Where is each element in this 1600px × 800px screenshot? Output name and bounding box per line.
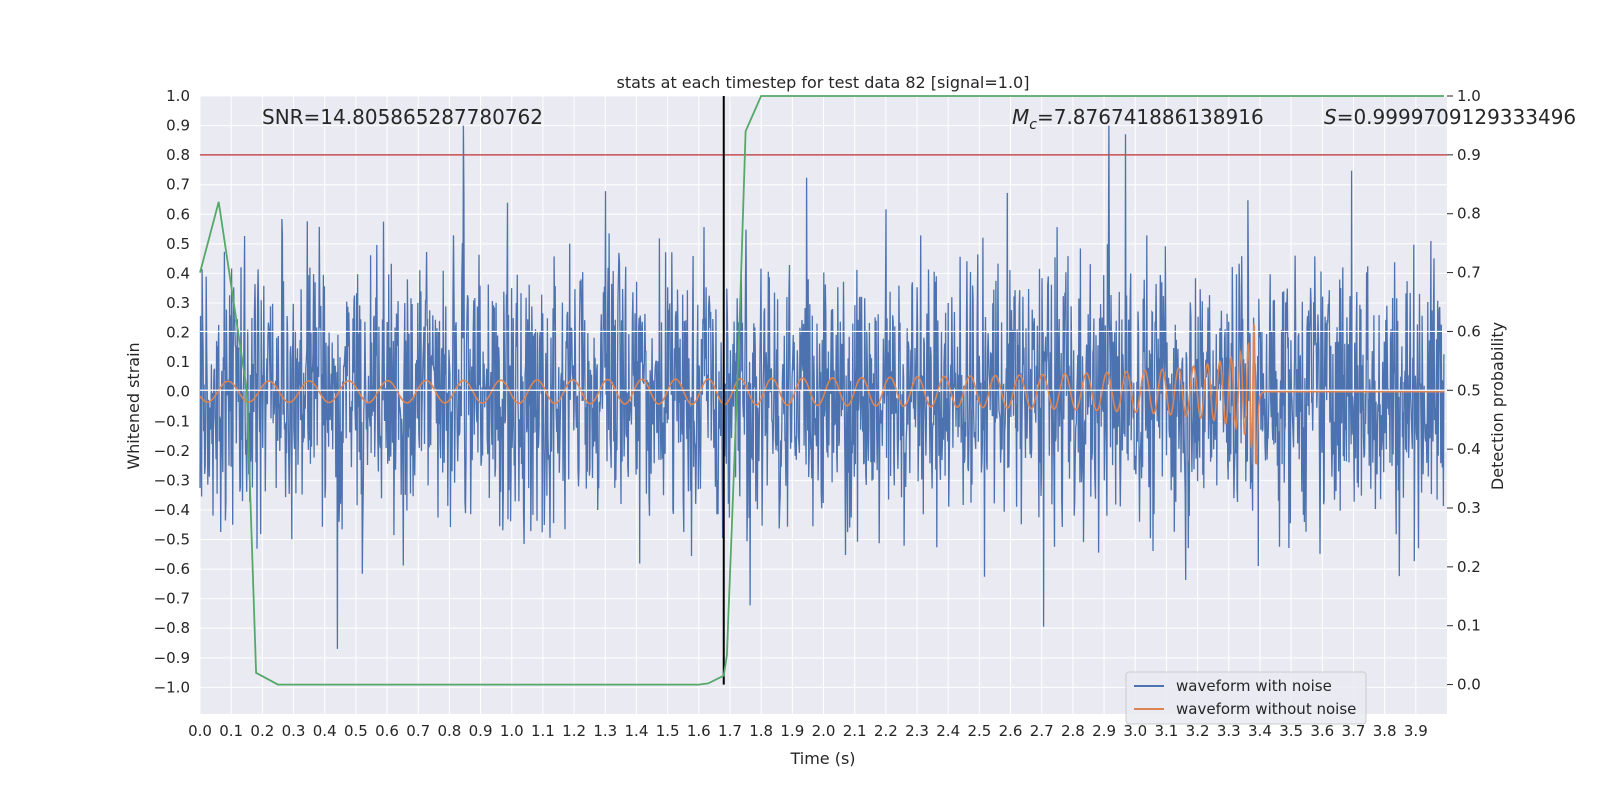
y-tick-label: 0.7	[166, 176, 190, 194]
x-tick-label: 1.8	[749, 722, 773, 740]
y-tick-label: 1.0	[166, 87, 190, 105]
x-tick-label: 1.5	[656, 722, 680, 740]
y-tick-label: 0.3	[166, 294, 190, 312]
y2-tick-label: 0.0	[1457, 676, 1481, 694]
x-tick-label: 3.9	[1404, 722, 1428, 740]
x-tick-label: 3.7	[1342, 722, 1366, 740]
x-tick-label: 3.2	[1186, 722, 1210, 740]
x-tick-label: 1.9	[780, 722, 804, 740]
x-tick-label: 2.6	[999, 722, 1023, 740]
legend-box	[1125, 671, 1367, 725]
y-tick-label: −0.1	[154, 412, 190, 430]
score-value: =0.9999709129333496	[1337, 105, 1576, 129]
legend-label-noisy: waveform with noise	[1176, 677, 1332, 695]
y-tick-label: 0.9	[166, 117, 190, 135]
series-detection-probability-line	[199, 95, 1444, 686]
y2-tick-label: 0.8	[1457, 205, 1481, 223]
y-tick-label: −0.5	[154, 531, 190, 549]
x-tick-label: 2.3	[905, 722, 929, 740]
x-tick-label: 3.0	[1123, 722, 1147, 740]
y2-tick-label: 0.5	[1457, 381, 1481, 399]
x-tick-label: 2.7	[1030, 722, 1054, 740]
y-tick-label: 0.5	[166, 235, 190, 253]
series-clean-line	[199, 323, 1444, 465]
x-tick-label: 1.2	[562, 722, 586, 740]
y2-tick-label: 0.2	[1457, 558, 1481, 576]
x-tick-label: 0.1	[219, 722, 243, 740]
chirp-mass-annotation: Mc=7.876741886138916	[1012, 105, 1264, 133]
x-tick-label: 0.3	[282, 722, 306, 740]
x-tick-label: 1.1	[531, 722, 555, 740]
chirp-mass-subscript: c	[1029, 117, 1037, 133]
y-tick-label: −0.7	[154, 590, 190, 608]
y-tick-label: 0.1	[166, 353, 190, 371]
y2-tick-label: 0.1	[1457, 617, 1481, 635]
x-tick-label: 2.5	[967, 722, 991, 740]
y2-axis-label: Detection probability	[1488, 322, 1507, 490]
x-tick-label: 0.8	[437, 722, 461, 740]
x-tick-label: 2.2	[874, 722, 898, 740]
x-tick-label: 3.3	[1217, 722, 1241, 740]
x-tick-label: 0.9	[469, 722, 493, 740]
x-tick-label: 3.5	[1279, 722, 1303, 740]
y-tick-label: 0.6	[166, 205, 190, 223]
y-tick-label: −0.3	[154, 471, 190, 489]
x-tick-label: 1.4	[625, 722, 649, 740]
x-tick-label: 2.0	[812, 722, 836, 740]
x-tick-label: 1.3	[593, 722, 617, 740]
legend-label-clean: waveform without noise	[1176, 700, 1356, 718]
y-tick-label: 0.0	[166, 383, 190, 401]
x-tick-label: 0.5	[344, 722, 368, 740]
y-tick-label: −1.0	[154, 678, 190, 696]
chart-title: stats at each timestep for test data 82 …	[617, 73, 1030, 92]
chirp-mass-symbol: M	[1012, 105, 1029, 129]
y-tick-label: −0.6	[154, 560, 190, 578]
x-tick-label: 2.4	[936, 722, 960, 740]
x-tick-label: 3.4	[1248, 722, 1272, 740]
x-tick-label: 0.4	[313, 722, 337, 740]
y2-tick-label: 0.9	[1457, 146, 1481, 164]
x-tick-label: 1.6	[687, 722, 711, 740]
x-tick-label: 3.6	[1310, 722, 1334, 740]
x-tick-label: 0.6	[375, 722, 399, 740]
x-tick-label: 3.1	[1154, 722, 1178, 740]
x-tick-label: 0.2	[250, 722, 274, 740]
x-tick-label: 2.9	[1092, 722, 1116, 740]
legend: waveform with noise waveform without noi…	[1125, 671, 1367, 725]
data-layer	[199, 95, 1447, 686]
y2-tick-label: 0.4	[1457, 440, 1481, 458]
y2-tick-label: 0.3	[1457, 499, 1481, 517]
x-tick-label: 1.0	[500, 722, 524, 740]
score-symbol: S	[1324, 105, 1337, 129]
y-tick-label: −0.9	[154, 649, 190, 667]
y-axis-label: Whitened strain	[124, 342, 143, 469]
x-tick-label: 0.0	[188, 722, 212, 740]
score-annotation: S=0.9999709129333496	[1324, 105, 1576, 129]
x-axis-label: Time (s)	[789, 749, 855, 768]
x-tick-label: 1.7	[718, 722, 742, 740]
x-tick-label: 2.1	[843, 722, 867, 740]
y-tick-label: 0.8	[166, 146, 190, 164]
y2-tick-label: 0.7	[1457, 264, 1481, 282]
y-tick-label: −0.8	[154, 619, 190, 637]
y-tick-label: 0.2	[166, 324, 190, 342]
series-noisy-line	[199, 125, 1445, 649]
y2-tick-label: 0.6	[1457, 322, 1481, 340]
chirp-mass-value: =7.876741886138916	[1037, 105, 1264, 129]
y-tick-label: 0.4	[166, 264, 190, 282]
x-tick-label: 3.8	[1373, 722, 1397, 740]
x-tick-label: 2.8	[1061, 722, 1085, 740]
ticks: 0.0 0.1 0.2 0.3 0.4 0.5 0.6 0.7 0.8 0.9 1.0 1.1 1.2 1…	[154, 87, 1481, 740]
x-tick-label: 0.7	[406, 722, 430, 740]
snr-annotation: SNR=14.805865287780762	[262, 105, 543, 129]
y2-tick-label: 1.0	[1457, 87, 1481, 105]
y-tick-label: −0.4	[154, 501, 190, 519]
y-tick-label: −0.2	[154, 442, 190, 460]
